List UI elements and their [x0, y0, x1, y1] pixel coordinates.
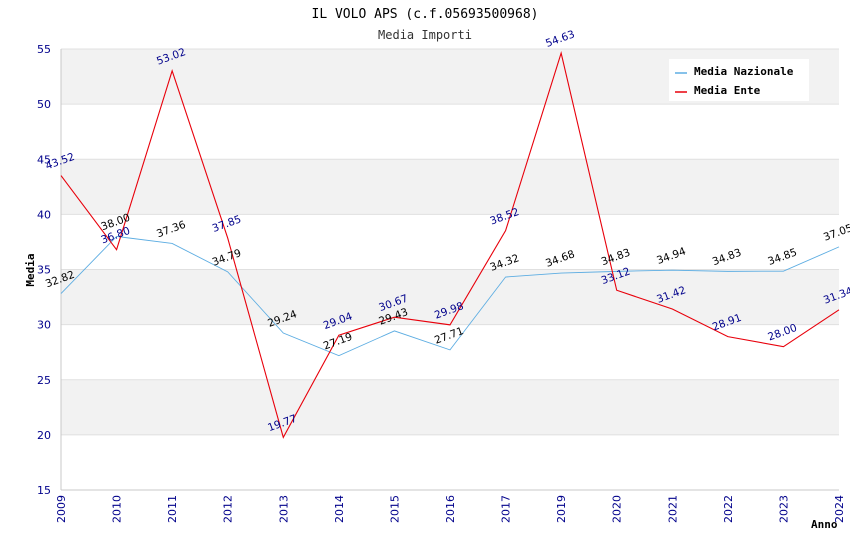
background-band: [61, 269, 839, 325]
series-lines: [60, 50, 840, 439]
x-tick-label: 2009: [55, 495, 68, 523]
x-tick-label: 2013: [277, 495, 290, 523]
x-tick-label: 2011: [166, 495, 179, 523]
y-axis-label: Media: [24, 253, 37, 286]
legend-box: [669, 59, 809, 101]
y-tick-label: 30: [37, 319, 51, 332]
series-line-media-ente: [60, 50, 840, 439]
y-tick-label: 40: [37, 208, 51, 221]
y-tick-label: 20: [37, 429, 51, 442]
data-label: 34.83: [711, 247, 743, 269]
data-label: 34.85: [766, 246, 798, 268]
y-tick-label: 45: [37, 153, 51, 166]
y-tick-label: 55: [37, 43, 51, 56]
chart-title: IL VOLO APS (c.f.05693500968): [312, 7, 539, 22]
legend: Media Nazionale Media Ente: [669, 59, 809, 101]
legend-label-media-ente: Media Ente: [694, 84, 761, 97]
x-tick-label: 2020: [611, 495, 624, 523]
data-label: 27.19: [322, 331, 354, 353]
x-tick-label: 2021: [666, 495, 679, 523]
axes: [60, 49, 839, 491]
series-line-media-nazionale: [60, 235, 840, 357]
legend-label-media-nazionale: Media Nazionale: [694, 65, 794, 78]
x-tick-label: 2014: [333, 495, 346, 523]
data-label: 37.05: [822, 222, 850, 244]
y-tick-label: 15: [37, 484, 51, 497]
data-label: 37.85: [211, 213, 243, 235]
x-tick-label: 2022: [722, 495, 735, 523]
background-bands: [61, 49, 839, 435]
chart-subtitle: Media Importi: [378, 28, 472, 42]
y-tick-label: 35: [37, 264, 51, 277]
background-band: [61, 159, 839, 215]
x-tick-labels: 2009 2010 2011 2012 2013 2014 2015 2016 2017 2019…: [55, 495, 846, 523]
x-tick-label: 2019: [555, 495, 568, 523]
data-label: 34.68: [544, 248, 576, 270]
x-axis-label: Anno: [811, 518, 838, 531]
data-label: 34.79: [211, 247, 243, 269]
data-label: 54.63: [544, 28, 576, 50]
grid-lines: [61, 48, 839, 491]
x-tick-label: 2010: [111, 495, 124, 523]
y-tick-labels: 15 20 25 30 35 40 45 50 55: [37, 43, 51, 497]
x-tick-label: 2015: [388, 495, 401, 523]
y-tick-label: 50: [37, 98, 51, 111]
x-tick-label: 2017: [500, 495, 513, 523]
x-tick-label: 2012: [222, 495, 235, 523]
data-label: 27.71: [433, 325, 465, 347]
data-label: 37.36: [155, 219, 188, 241]
background-band: [61, 379, 839, 435]
data-label: 34.94: [655, 245, 688, 267]
y-tick-label: 25: [37, 374, 51, 387]
x-tick-label: 2023: [777, 495, 790, 523]
x-tick-label: 2024: [833, 495, 846, 523]
x-tick-label: 2016: [444, 495, 457, 523]
